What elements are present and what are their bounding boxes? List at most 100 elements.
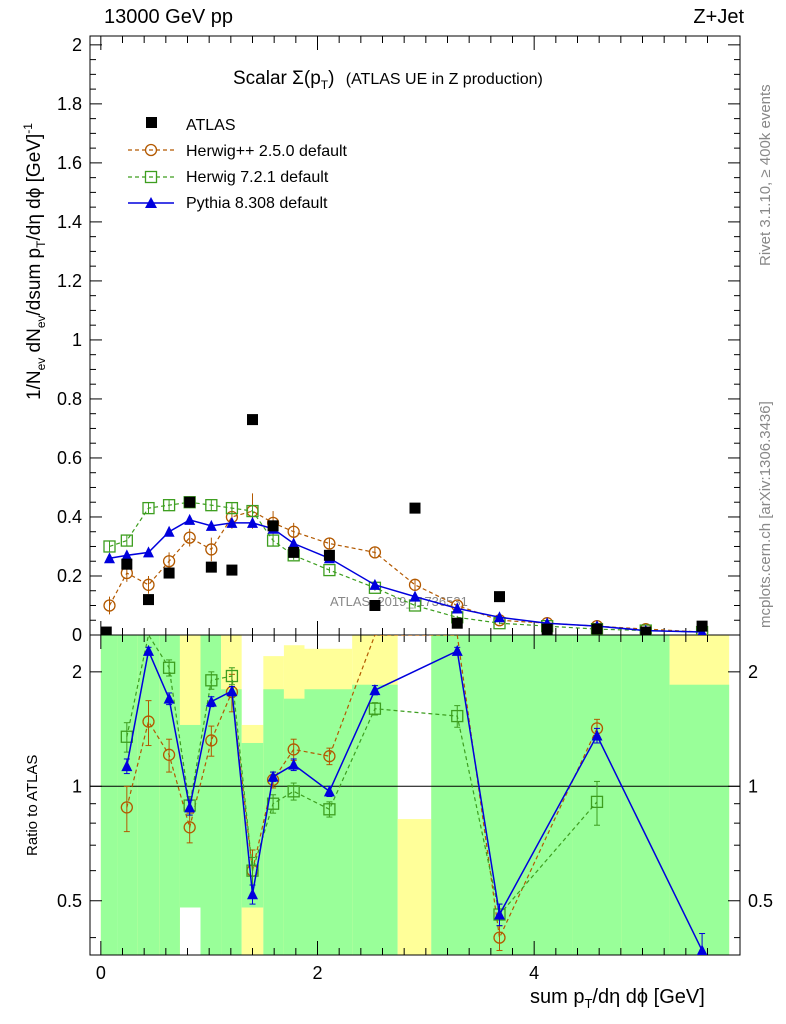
legend: ATLAS Herwig++ 2.5.0 default Herwig 7.2.… xyxy=(128,117,348,212)
atlas-data-point xyxy=(226,564,238,576)
chart-title-main: Scalar Σ(p xyxy=(233,68,321,89)
series-point xyxy=(408,578,422,591)
ratio-series-point xyxy=(121,760,133,772)
ratio-series-point xyxy=(451,709,464,723)
series-point xyxy=(183,531,196,544)
series-point xyxy=(225,501,239,515)
atlas-data-point xyxy=(640,626,652,635)
band-green xyxy=(137,635,160,955)
atlas-data-point xyxy=(184,496,196,508)
x-axis-label: sum pT/dη dϕ [GeV] xyxy=(530,986,705,1011)
series-point xyxy=(205,519,217,531)
series-point xyxy=(288,537,300,549)
atlas-data-point xyxy=(369,599,381,611)
ratio-series-point xyxy=(183,821,196,834)
legend-atlas-label: ATLAS xyxy=(186,117,236,134)
band-green xyxy=(352,684,398,955)
series-point xyxy=(369,578,381,590)
series-point xyxy=(184,513,196,525)
x-tick-label: 0 xyxy=(96,963,106,983)
y-tick-label: 2 xyxy=(72,35,82,55)
ratio-series-point xyxy=(288,758,300,770)
legend-herwig7-label: Herwig 7.2.1 default xyxy=(186,169,329,186)
series-point xyxy=(266,534,280,547)
ratio-series-line xyxy=(126,635,598,940)
ratio-series-point xyxy=(590,795,604,809)
series-point xyxy=(246,504,259,518)
legend-pythia-marker xyxy=(145,197,157,208)
series-point xyxy=(247,516,258,528)
band-green xyxy=(221,689,242,955)
y-tick-label: 1.6 xyxy=(57,153,82,173)
ratio-series-point xyxy=(369,684,381,696)
ratio-y-tick-label-right: 2 xyxy=(748,662,758,682)
legend-pythia-label: Pythia 8.308 default xyxy=(186,195,328,212)
ratio-series-point xyxy=(494,908,505,920)
axis-tick-labels: 0 0.2 0.4 0.6 0.8 1 1.2 1.4 1.6 1.8 2 0 2 4 0.5 0.5 1 1 2 2 xyxy=(57,35,773,983)
ratio-y-axis-label: Ratio to ATLAS xyxy=(24,755,41,856)
band-green xyxy=(100,635,118,955)
band-green xyxy=(159,635,180,955)
ratio-series-point xyxy=(246,864,259,877)
series-point xyxy=(226,516,238,528)
chart-title: Scalar Σ(pT) (ATLAS UE in Z production) xyxy=(233,68,543,92)
atlas-data-point xyxy=(323,549,335,561)
series-point xyxy=(494,611,505,623)
series-point xyxy=(323,537,336,550)
atlas-data-point xyxy=(100,626,112,635)
ratio-series-point xyxy=(287,743,300,756)
ratio-series-point xyxy=(323,750,336,763)
ratio-series-point xyxy=(184,801,196,813)
ratio-series-point xyxy=(267,770,279,782)
series-point xyxy=(163,525,175,537)
y-tick-label: 0.2 xyxy=(57,566,82,586)
y-axis-label: 1/Nev dNev/dsum pT/dη dϕ [GeV]-1 xyxy=(21,123,48,400)
header-energy-label: 13000 GeV pp xyxy=(104,6,233,28)
ratio-series-point xyxy=(225,669,239,683)
atlas-data-point xyxy=(247,414,258,426)
legend-herwig7-marker xyxy=(144,170,158,184)
main-panel-series xyxy=(100,414,709,635)
band-green xyxy=(283,698,305,955)
atlas-data-point xyxy=(591,623,603,635)
ratio-uncertainty-bands xyxy=(100,635,730,955)
atlas-data-point xyxy=(494,591,505,603)
ratio-series-point xyxy=(323,803,336,816)
series-point xyxy=(323,563,336,577)
series-point xyxy=(121,549,133,561)
ratio-y-tick-label-right: 1 xyxy=(748,776,758,796)
atlas-data-point xyxy=(451,617,463,629)
ratio-series-point xyxy=(287,785,300,798)
ratio-y-tick-label: 2 xyxy=(72,662,82,682)
ratio-series-point xyxy=(142,715,155,728)
ratio-series-point xyxy=(266,797,280,810)
atlas-data-point xyxy=(267,520,279,532)
chart-title-close: ) xyxy=(328,68,334,89)
y-tick-label: 0.4 xyxy=(57,507,82,527)
chart-title-sub: T xyxy=(321,78,329,92)
atlas-data-point xyxy=(205,561,217,573)
ratio-series-point xyxy=(247,888,258,900)
band-green xyxy=(304,689,353,955)
y-tick-label: 1.8 xyxy=(57,94,82,114)
x-tick-label: 2 xyxy=(312,963,322,983)
ratio-series-point xyxy=(143,644,154,656)
y-tick-label: 1.4 xyxy=(57,212,82,232)
ratio-series-point xyxy=(323,785,335,797)
ratio-series-point xyxy=(163,692,175,704)
series-point xyxy=(205,499,218,512)
ratio-series-point xyxy=(591,729,603,741)
series-line xyxy=(109,519,703,633)
series-point xyxy=(143,546,154,558)
atlas-data-point xyxy=(143,594,154,606)
ratio-series-point xyxy=(226,685,238,697)
series-point xyxy=(205,543,218,556)
ratio-series-point xyxy=(368,702,382,715)
ratio-series-point xyxy=(451,644,463,656)
series-point xyxy=(142,578,155,591)
ratio-series-point xyxy=(493,931,506,944)
atlas-data-point xyxy=(696,620,708,632)
series-point xyxy=(162,499,176,512)
analysis-watermark: ATLAS_2019_I1736531 xyxy=(330,594,468,609)
